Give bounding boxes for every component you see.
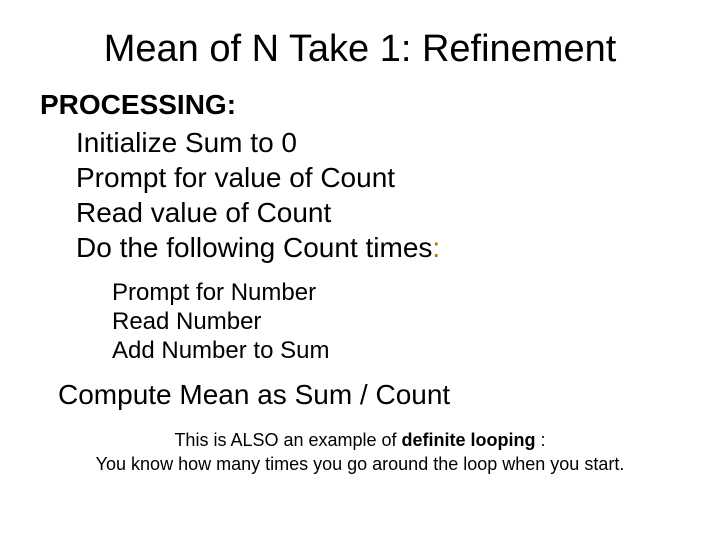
processing-heading: PROCESSING: — [40, 89, 680, 121]
footer-term: definite looping — [402, 430, 536, 450]
substep-prompt-number: Prompt for Number — [112, 279, 680, 308]
footer-line1-post: : — [536, 430, 546, 450]
footer-line1: This is ALSO an example of definite loop… — [40, 429, 680, 452]
footer-note: This is ALSO an example of definite loop… — [40, 429, 680, 476]
step-compute-mean: Compute Mean as Sum / Count — [58, 379, 680, 411]
step-initialize: Initialize Sum to 0 — [76, 125, 680, 160]
step-loop-text: Do the following Count times — [76, 232, 432, 263]
step-loop: Do the following Count times: — [76, 230, 680, 265]
step-loop-colon: : — [432, 232, 440, 263]
step-read-count: Read value of Count — [76, 195, 680, 230]
footer-line2: You know how many times you go around th… — [40, 453, 680, 476]
step-prompt-count: Prompt for value of Count — [76, 160, 680, 195]
slide: Mean of N Take 1: Refinement PROCESSING:… — [0, 0, 720, 540]
footer-line1-pre: This is ALSO an example of — [174, 430, 401, 450]
substep-read-number: Read Number — [112, 308, 680, 337]
loop-body: Prompt for Number Read Number Add Number… — [40, 279, 680, 365]
substep-add-number: Add Number to Sum — [112, 337, 680, 366]
slide-title: Mean of N Take 1: Refinement — [40, 28, 680, 71]
